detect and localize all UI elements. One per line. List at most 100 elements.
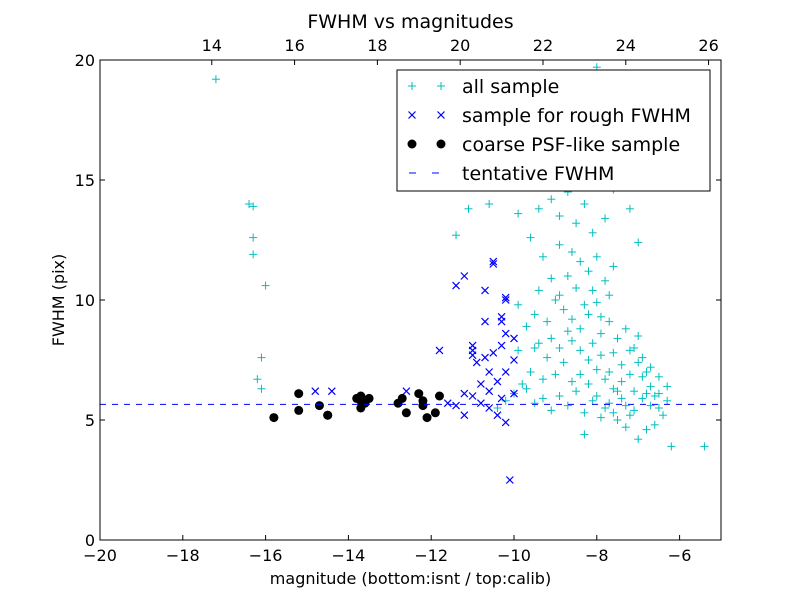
all-sample-point — [601, 375, 610, 384]
all-sample-point — [576, 370, 585, 379]
all-sample-point — [211, 75, 220, 84]
all-sample-point — [663, 382, 672, 391]
legend: all sample sample for rough FWHM coarse PS… — [396, 69, 711, 192]
top-tick-label: 26 — [698, 36, 718, 55]
all-sample-point — [580, 430, 589, 439]
y-tick-label: 10 — [75, 291, 95, 310]
chart-title: FWHM vs magnitudes — [307, 11, 513, 33]
rough-fwhm-point — [510, 356, 518, 364]
x-tick-label: −8 — [585, 546, 609, 565]
all-sample-point — [634, 435, 643, 444]
all-sample-point — [253, 375, 262, 384]
all-sample-point — [592, 298, 601, 307]
all-sample-point — [485, 200, 494, 208]
rough-fwhm-point — [489, 260, 498, 268]
all-sample-point — [601, 276, 610, 285]
rough-fwhm-point — [510, 389, 518, 398]
x-tick-label: −14 — [332, 546, 366, 565]
all-sample-point — [547, 334, 556, 343]
all-sample-point — [563, 327, 572, 336]
top-tick-label: 18 — [367, 36, 387, 55]
all-sample-point — [261, 281, 270, 290]
all-sample-point — [609, 408, 618, 417]
all-sample-point — [650, 420, 659, 429]
coarse-psf-point — [418, 396, 428, 406]
rough-fwhm-point — [481, 317, 489, 326]
all-sample-point — [530, 399, 539, 408]
all-sample-point — [559, 305, 568, 314]
all-sample-point — [555, 392, 564, 400]
coarse-psf-point — [352, 393, 362, 403]
all-sample-point — [617, 377, 626, 386]
legend-coarse-psf-label: coarse PSF-like sample — [462, 134, 680, 156]
all-sample-point — [257, 353, 266, 362]
all-sample-point — [596, 329, 605, 338]
all-sample-point — [588, 339, 597, 348]
x-tick-label: −10 — [497, 546, 531, 565]
rough-fwhm-point — [501, 293, 510, 302]
all-sample-point — [555, 212, 564, 220]
all-sample-point — [567, 377, 576, 386]
legend-rough-fwhm-marker — [437, 111, 445, 119]
coarse-psf-point — [401, 408, 411, 418]
all-sample-point — [638, 372, 647, 381]
plot-marks — [100, 63, 721, 484]
all-sample-point — [576, 324, 585, 333]
all-sample-point — [518, 380, 527, 388]
rough-fwhm-point — [485, 368, 494, 376]
all-sample-point — [634, 332, 643, 340]
rough-fwhm-point — [468, 351, 477, 360]
all-sample-point — [567, 336, 576, 345]
all-sample-point — [654, 372, 663, 381]
all-sample-point — [514, 300, 523, 309]
rough-fwhm-point — [476, 380, 485, 388]
all-sample-point — [596, 413, 605, 422]
all-sample-point — [555, 240, 564, 249]
all-sample-point — [555, 344, 564, 352]
legend-rough-fwhm-marker — [408, 111, 416, 119]
all-sample-point — [621, 401, 630, 410]
all-sample-point — [659, 411, 668, 420]
all-sample-point — [634, 358, 643, 367]
all-sample-point — [514, 346, 523, 355]
all-sample-point — [650, 392, 659, 400]
legend-all-sample-marker — [437, 82, 445, 90]
all-sample-point — [621, 324, 630, 333]
all-sample-point — [663, 396, 672, 405]
coarse-psf-point — [364, 393, 374, 403]
all-sample-point — [245, 200, 254, 208]
rough-fwhm-point — [443, 399, 452, 408]
all-sample-point — [638, 353, 647, 362]
all-sample-point — [249, 233, 258, 242]
all-sample-point — [567, 248, 576, 256]
all-sample-point — [584, 356, 593, 364]
rough-fwhm-point — [435, 346, 444, 355]
rough-fwhm-point — [481, 286, 489, 295]
all-sample-point — [642, 389, 651, 398]
coarse-psf-point — [430, 408, 440, 418]
x-tick-label: −18 — [166, 546, 200, 565]
all-sample-point — [592, 252, 601, 261]
x-tick-label: −12 — [414, 546, 448, 565]
rough-fwhm-point — [460, 272, 469, 280]
all-sample-point — [563, 272, 572, 280]
all-sample-point — [555, 291, 564, 300]
all-sample-point — [667, 442, 676, 451]
coarse-psf-point — [397, 393, 407, 403]
all-sample-point — [646, 382, 655, 391]
all-sample-point — [551, 370, 560, 379]
top-tick-label: 16 — [284, 36, 304, 55]
rough-fwhm-point — [485, 387, 494, 396]
all-sample-point — [596, 312, 605, 321]
rough-fwhm-point — [501, 418, 510, 427]
rough-fwhm-point — [489, 348, 498, 357]
all-sample-point — [563, 401, 572, 410]
rough-fwhm-point — [468, 392, 477, 400]
all-sample-point — [534, 286, 543, 295]
legend-all-sample-label: all sample — [462, 76, 559, 98]
rough-fwhm-point — [481, 353, 489, 362]
all-sample-point — [630, 387, 639, 396]
rough-fwhm-point — [510, 334, 518, 343]
all-sample-point — [584, 310, 593, 319]
all-sample-point — [654, 404, 663, 412]
